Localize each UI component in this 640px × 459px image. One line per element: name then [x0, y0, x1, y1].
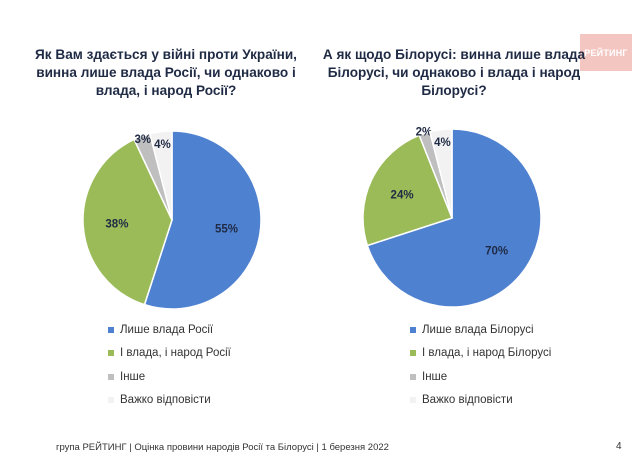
legend-item-russia-other: Інше — [108, 365, 231, 389]
pie-label-belarus-hard-to-say: 4% — [434, 137, 451, 149]
page-number: 4 — [616, 441, 622, 452]
legend-label: Важко відповісти — [422, 394, 513, 407]
legend-item-belarus-authorities-and-people: І влада, і народ Білорусі — [410, 342, 551, 366]
pie-slice-russia-authorities-only — [143, 130, 262, 310]
legend-item-russia-authorities-only: Лише влада Росії — [108, 318, 231, 342]
legend-swatch — [410, 350, 416, 357]
legend-swatch — [108, 326, 114, 333]
legend-swatch — [108, 397, 114, 404]
legend-swatch — [108, 350, 114, 357]
legend-label: Лише влада Росії — [120, 323, 214, 336]
pie-slice-belarus-hard-to-say — [428, 128, 453, 219]
pie-slice-belarus-authorities-only — [366, 128, 542, 308]
legend-swatch — [410, 326, 416, 333]
pie-label-belarus-authorities-only: 70% — [485, 245, 508, 257]
rating-logo: РЕЙТИНГ — [580, 34, 632, 71]
chart-title-russia: Як Вам здається у війні проти України, в… — [35, 47, 297, 98]
legend-label: Інше — [120, 370, 146, 383]
legend-label: Інше — [422, 370, 448, 383]
pie-slice-russia-hard-to-say — [148, 130, 173, 221]
legend-label: Важко відповісти — [120, 394, 211, 407]
pie-label-belarus-authorities-and-people: 24% — [391, 190, 414, 202]
legend-russia: Лише влада Росії І влада, і народ Росії Ін… — [108, 318, 231, 412]
legend-swatch — [410, 397, 416, 404]
legend-belarus: Лише влада Білорусі І влада, і народ Біло… — [410, 318, 551, 412]
legend-item-russia-hard-to-say: Важко відповісти — [108, 389, 231, 413]
chart-title-belarus: А як щодо Білорусі: винна лише влада Біл… — [322, 47, 586, 98]
legend-item-belarus-authorities-only: Лише влада Білорусі — [410, 318, 551, 342]
legend-swatch — [410, 373, 416, 380]
pie-label-russia-hard-to-say: 4% — [154, 139, 171, 151]
legend-label: Лише влада Білорусі — [422, 323, 534, 336]
pie-slice-russia-authorities-and-people — [82, 138, 173, 306]
footer-source: група РЕЙТИНГ | Оцінка провини народів Р… — [56, 442, 389, 453]
legend-label: І влада, і народ Білорусі — [422, 347, 552, 360]
pie-label-belarus-other: 2% — [416, 127, 433, 139]
pie-label-russia-authorities-only: 55% — [215, 224, 238, 236]
legend-item-russia-authorities-and-people: І влада, і народ Росії — [108, 342, 231, 366]
legend-item-belarus-hard-to-say: Важко відповісти — [410, 389, 551, 413]
pie-label-russia-authorities-and-people: 38% — [105, 218, 128, 230]
legend-swatch — [108, 373, 114, 380]
legend-item-belarus-other: Інше — [410, 365, 551, 389]
pie-label-russia-other: 3% — [134, 134, 151, 146]
legend-label: І влада, і народ Росії — [120, 347, 231, 360]
